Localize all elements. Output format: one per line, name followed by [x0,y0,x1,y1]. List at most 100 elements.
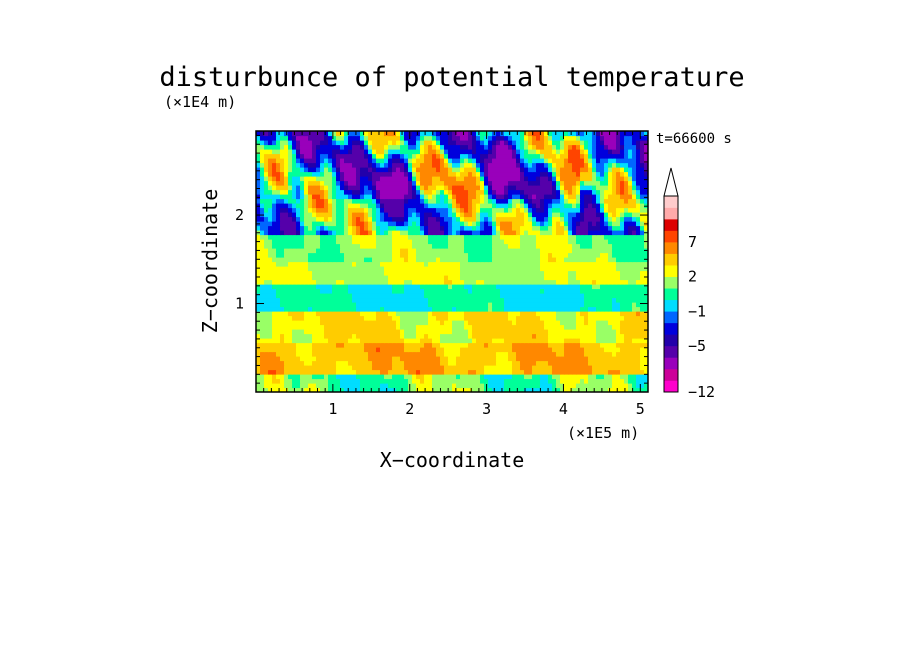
field-cell [424,176,429,182]
field-cell [604,333,609,339]
field-cell [380,315,385,321]
field-cell [464,351,469,357]
field-cell [572,369,577,375]
field-cell [304,275,309,281]
field-cell [296,252,301,258]
field-cell [416,306,421,312]
field-cell [568,369,573,375]
field-cell [644,234,648,240]
field-cell [544,270,549,276]
field-cell [496,333,501,339]
field-cell [456,230,461,236]
field-cell [444,329,449,335]
field-cell [356,243,361,249]
field-cell [440,306,445,312]
field-cell [372,270,377,276]
field-cell [328,194,333,200]
field-cell [644,176,648,182]
field-cell [344,275,349,281]
field-cell [336,261,341,267]
field-cell [532,279,537,285]
field-cell [572,176,577,182]
field-cell [372,369,377,375]
field-cell [624,266,629,272]
field-cell [568,374,573,380]
field-cell [636,198,641,204]
field-cell [336,212,341,218]
field-cell [452,320,457,326]
field-cell [308,306,313,312]
field-cell [536,306,541,312]
field-cell [388,387,393,392]
field-cell [504,198,509,204]
field-cell [572,374,577,380]
field-cell [492,338,497,344]
field-cell [332,293,337,299]
field-cell [272,248,277,254]
field-cell [636,320,641,326]
field-cell [392,293,397,299]
field-cell [504,378,509,384]
field-cell [484,176,489,182]
field-cell [592,360,597,366]
field-cell [332,333,337,339]
field-cell [480,351,485,357]
field-cell [312,324,317,330]
field-cell [428,239,433,245]
field-cell [612,180,617,186]
field-cell [300,369,305,375]
field-cell [500,176,505,182]
field-cell [312,383,317,389]
field-cell [484,356,489,362]
field-cell [324,239,329,245]
field-cell [416,225,421,231]
field-cell [608,365,613,371]
field-cell [584,185,589,191]
field-cell [332,185,337,191]
field-cell [484,261,489,267]
field-cell [368,270,373,276]
field-cell [440,279,445,285]
field-cell [476,261,481,267]
field-cell [340,365,345,371]
field-cell [308,243,313,249]
field-cell [436,261,441,267]
field-cell [476,221,481,227]
field-cell [588,302,593,308]
field-cell [608,356,613,362]
field-cell [532,297,537,303]
field-cell [508,284,513,290]
field-cell [388,266,393,272]
field-cell [460,302,465,308]
field-cell [364,387,369,392]
field-cell [528,297,533,303]
field-cell [360,356,365,362]
field-cell [340,270,345,276]
field-cell [388,203,393,209]
field-cell [476,356,481,362]
field-cell [452,225,457,231]
field-cell [536,347,541,353]
field-cell [592,248,597,254]
field-cell [552,225,557,231]
field-cell [464,383,469,389]
field-cell [288,293,293,299]
field-cell [356,203,361,209]
field-cell [436,225,441,231]
field-cell [336,257,341,263]
field-cell [404,257,409,263]
field-cell [544,369,549,375]
field-cell [476,234,481,240]
field-cell [636,270,641,276]
field-cell [480,162,485,168]
field-cell [496,243,501,249]
field-cell [608,387,613,392]
field-cell [340,356,345,362]
field-cell [308,257,313,263]
field-cell [308,207,313,213]
field-cell [440,293,445,299]
field-cell [352,288,357,294]
field-cell [364,180,369,186]
field-cell [312,239,317,245]
field-cell [440,198,445,204]
